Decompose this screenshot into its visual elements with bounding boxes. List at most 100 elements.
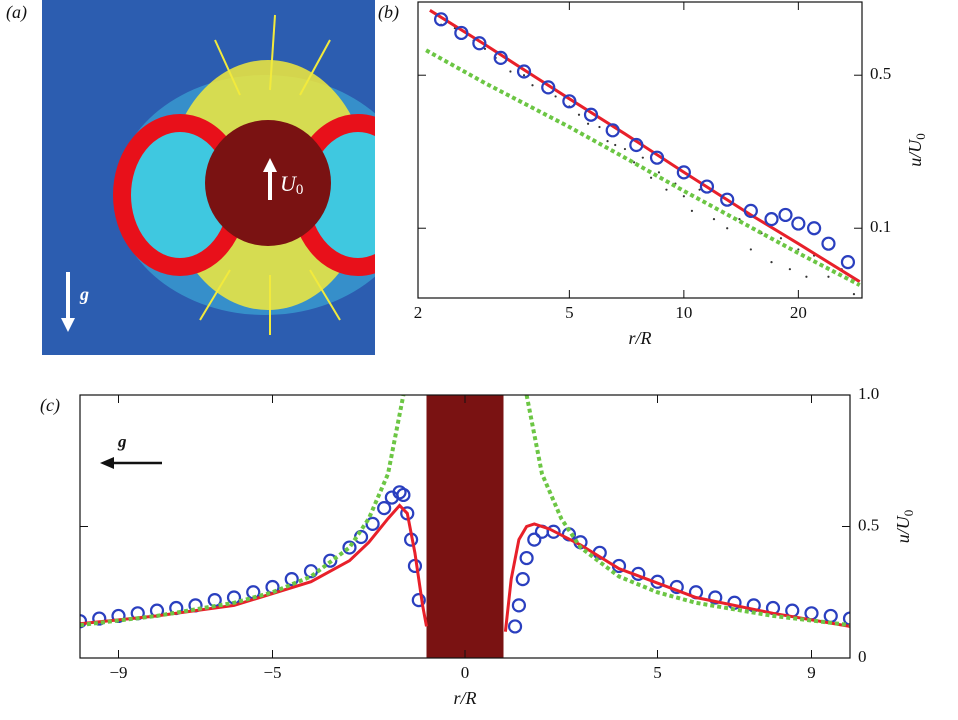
data-circle	[823, 608, 838, 624]
data-dot	[657, 171, 661, 174]
data-dot	[852, 293, 856, 296]
dotted-line	[425, 48, 861, 287]
data-circle	[791, 216, 806, 231]
data-circle	[541, 80, 556, 95]
data-circle	[507, 619, 523, 634]
sphere-region	[426, 395, 504, 658]
x-tick-label: −9	[109, 663, 127, 682]
x-tick-label: 10	[675, 303, 692, 322]
data-dot	[805, 275, 808, 278]
data-dot	[614, 143, 617, 147]
data-circle	[527, 532, 542, 547]
y-tick-label: 0.5	[858, 515, 879, 534]
data-dot	[682, 195, 685, 198]
plot-area	[425, 9, 861, 296]
x-tick-label: 0	[461, 663, 470, 682]
data-dot	[483, 47, 487, 50]
y-tick-label: 1.0	[858, 384, 879, 403]
data-circle	[92, 611, 107, 626]
data-dot	[633, 161, 636, 164]
data-dot	[598, 125, 601, 129]
data-dot	[531, 84, 534, 87]
y-tick-label: 0.1	[870, 217, 891, 236]
data-circle	[284, 571, 299, 587]
data-circle	[583, 107, 599, 122]
data-dot	[577, 113, 581, 116]
gravity-arrowhead	[61, 318, 75, 332]
data-circle	[649, 150, 665, 165]
data-dot	[779, 237, 783, 240]
data-circle	[821, 236, 836, 251]
data-circle	[562, 94, 577, 109]
data-dot	[554, 95, 557, 98]
y-tick-label: 0	[858, 647, 867, 666]
x-tick-label: 20	[790, 303, 807, 322]
data-dot	[522, 74, 526, 77]
panel-label: (b)	[378, 2, 399, 23]
x-tick-label: 5	[565, 303, 574, 322]
theory-line	[80, 503, 850, 632]
data-dot	[726, 227, 729, 230]
data-circle	[807, 221, 822, 236]
data-circle	[454, 25, 469, 41]
y-axis-label: u/U0	[905, 133, 928, 167]
data-dot	[606, 140, 609, 143]
flow-image: U0 g	[42, 0, 375, 355]
gravity-label: g	[117, 432, 127, 451]
data-dot	[788, 268, 791, 271]
data-circle	[743, 203, 758, 218]
data-circle	[365, 516, 380, 531]
panel-label: (c)	[40, 395, 60, 416]
data-circle	[511, 598, 527, 613]
y-label-sub: 0	[901, 510, 916, 517]
data-circle	[323, 553, 338, 568]
panel-label: (a)	[6, 2, 27, 23]
data-circle	[720, 192, 735, 207]
x-tick-label: 9	[807, 663, 816, 682]
data-dot	[665, 188, 668, 191]
data-dot	[738, 218, 741, 221]
gravity-arrowhead	[100, 457, 114, 469]
data-circle	[699, 179, 715, 194]
velocity-label: U0	[280, 171, 303, 198]
symbol: U	[280, 171, 298, 196]
data-circle	[676, 165, 691, 180]
data-dot	[827, 275, 830, 278]
x-tick-label: 2	[414, 303, 423, 322]
data-circle	[377, 500, 392, 516]
y-label-main: u/U	[893, 515, 913, 543]
theory-line	[429, 9, 861, 283]
dotted-line	[80, 395, 850, 628]
data-circle	[411, 593, 426, 608]
data-dot	[641, 156, 644, 159]
data-dot	[586, 122, 590, 125]
data-circle	[342, 540, 357, 555]
data-dot	[749, 248, 752, 251]
data-dot	[712, 218, 716, 221]
y-axis-label: u/U0	[893, 510, 916, 544]
x-tick-label: −5	[263, 663, 281, 682]
x-axis-label: r/R	[628, 328, 651, 348]
gravity-label: g	[79, 284, 89, 304]
data-dot	[690, 209, 694, 212]
subscript: 0	[296, 182, 304, 198]
data-circle	[546, 524, 561, 539]
y-label-main: u/U	[905, 139, 925, 167]
data-circle	[519, 550, 534, 566]
data-circle	[629, 137, 644, 153]
data-circle	[605, 123, 620, 138]
data-circle	[515, 571, 530, 587]
data-circle	[842, 611, 850, 626]
y-tick-label: 0.5	[870, 64, 891, 83]
data-circle	[80, 614, 88, 629]
data-circle	[472, 36, 487, 51]
data-dot	[770, 261, 773, 264]
data-circle	[708, 590, 723, 605]
data-dot	[698, 188, 701, 191]
plot-area	[80, 395, 850, 658]
x-tick-label: 5	[653, 663, 662, 682]
y-label-sub: 0	[913, 133, 928, 140]
data-circle	[778, 207, 793, 223]
